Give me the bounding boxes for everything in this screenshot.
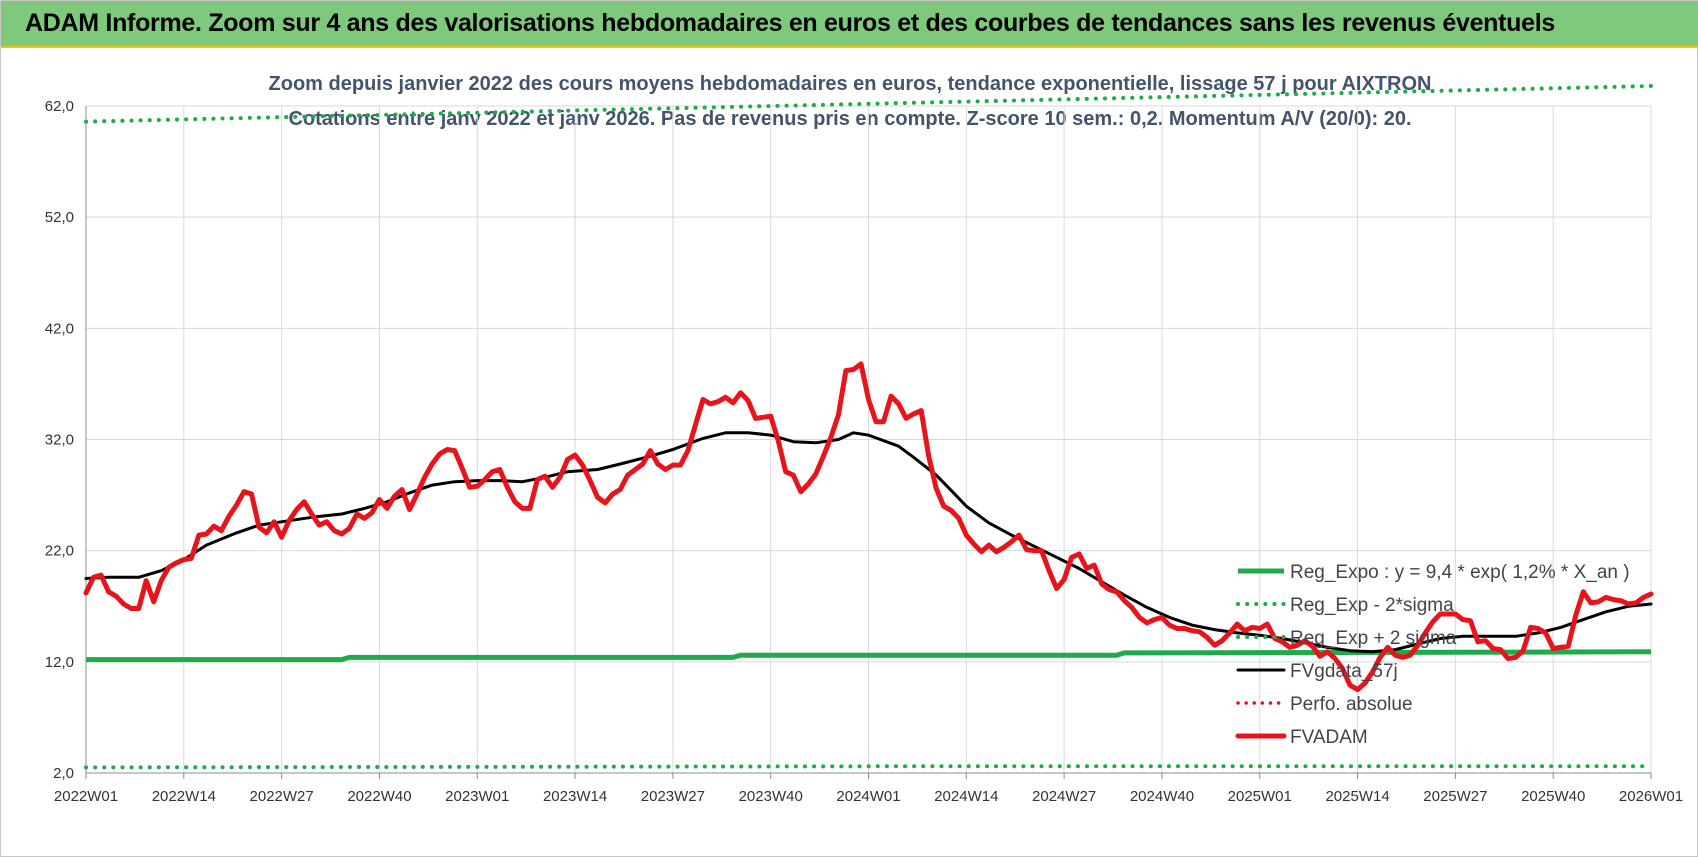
grid-lines — [85, 105, 1652, 774]
x-tick-label: 2026W01 — [1619, 788, 1683, 805]
legend-label-smooth: FVgdata_57j — [1290, 661, 1398, 682]
x-tick-label: 2023W14 — [543, 788, 607, 805]
legend-label-perfo: Perfo. absolue — [1290, 694, 1413, 715]
x-axis: 2022W01 2022W14 2022W27 2022W40 2023W01 2023W… — [54, 772, 1683, 805]
x-tick-label: 2023W40 — [739, 788, 803, 805]
series-group — [83, 84, 1654, 770]
x-tick-label: 2023W01 — [445, 788, 509, 805]
y-tick-label: 2,0 — [53, 765, 74, 782]
y-tick-label: 12,0 — [45, 654, 74, 671]
x-tick-label: 2025W14 — [1325, 788, 1389, 805]
x-tick-label: 2025W01 — [1228, 788, 1292, 805]
x-tick-label: 2024W27 — [1032, 788, 1096, 805]
legend-label-reg_plus: Reg_Exp + 2 sigma — [1290, 628, 1457, 649]
legend-label-fvadam: FVADAM — [1290, 727, 1368, 748]
x-tick-label: 2024W40 — [1130, 788, 1194, 805]
legend-label-reg_minus: Reg_Exp - 2*sigma — [1290, 595, 1454, 616]
x-tick-label: 2025W27 — [1423, 788, 1487, 805]
banner-title: ADAM Informe. Zoom sur 4 ans des valoris… — [1, 1, 1698, 48]
x-tick-label: 2022W27 — [250, 788, 314, 805]
y-tick-label: 62,0 — [45, 98, 74, 115]
series-line-reg_expo — [86, 649, 1652, 663]
x-tick-label: 2023W27 — [641, 788, 705, 805]
x-tick-label: 2024W01 — [836, 788, 900, 805]
y-tick-label: 52,0 — [45, 209, 74, 226]
legend: Reg_Expo : y = 9,4 * exp( 1,2% * X_an ) R… — [1235, 562, 1630, 748]
legend-label-reg_expo: Reg_Expo : y = 9,4 * exp( 1,2% * X_an ) — [1290, 562, 1630, 583]
y-tick-label: 32,0 — [45, 432, 74, 449]
x-tick-label: 2024W14 — [934, 788, 998, 805]
x-tick-label: 2025W40 — [1521, 788, 1585, 805]
x-tick-label: 2022W40 — [347, 788, 411, 805]
chart-title: Zoom depuis janvier 2022 des cours moyen… — [269, 73, 1432, 95]
series-line-reg_minus — [84, 764, 1653, 770]
series-line-fvadam — [83, 361, 1654, 693]
y-axis: 2,0 12,0 22,0 32,0 42,0 52,0 62,0 — [45, 98, 87, 782]
x-tick-label: 2022W01 — [54, 788, 118, 805]
x-tick-label: 2022W14 — [152, 788, 216, 805]
series-line-reg_plus — [84, 84, 1653, 124]
y-tick-label: 22,0 — [45, 543, 74, 560]
chart-subtitle: Cotations entre janv 2022 et janv 2026. … — [288, 108, 1411, 130]
y-tick-label: 42,0 — [45, 320, 74, 337]
